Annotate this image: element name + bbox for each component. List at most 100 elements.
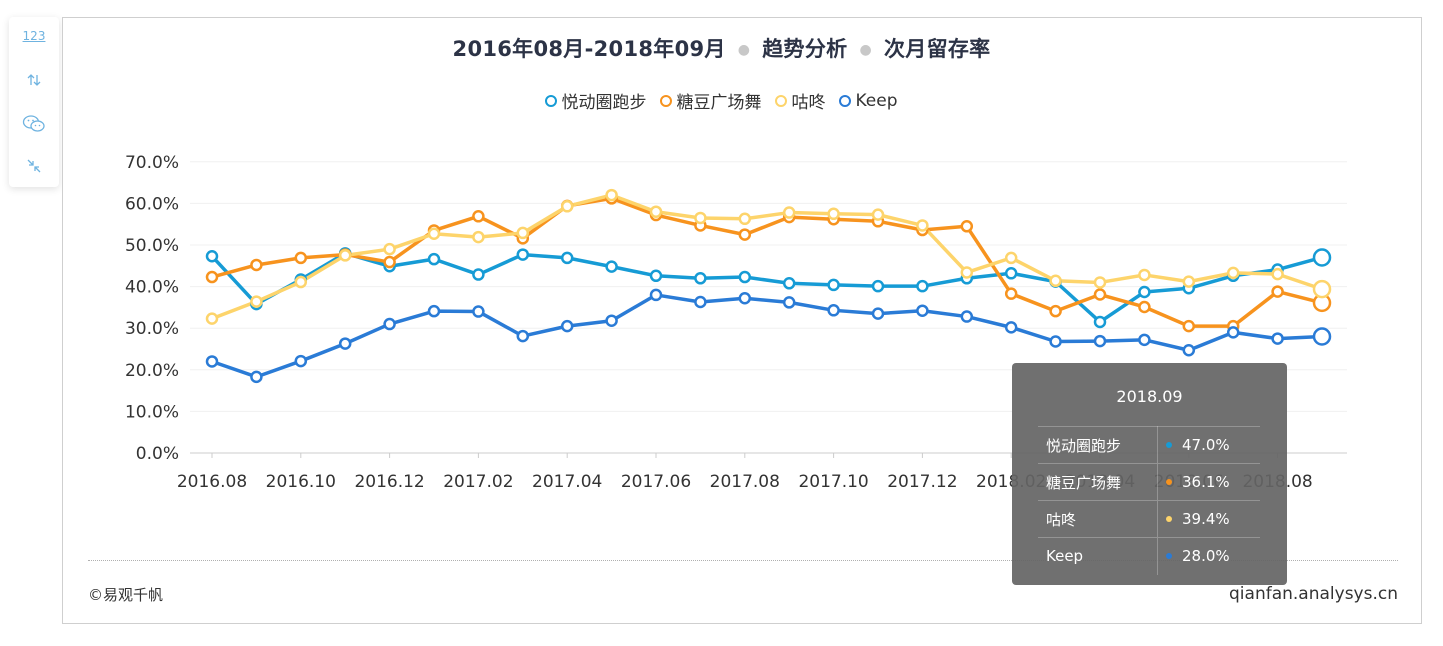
data-point: [472, 305, 485, 318]
data-point: [1138, 285, 1151, 299]
data-point: [738, 291, 752, 305]
data-point: [605, 188, 618, 202]
footer-divider: [88, 560, 1398, 561]
data-point: [1138, 333, 1151, 347]
data-point: [383, 255, 396, 269]
data-point: [560, 319, 574, 333]
x-tick-label: 2016.08: [177, 472, 247, 492]
data-point: [605, 260, 618, 273]
data-point: [738, 212, 752, 226]
tooltip-value-cell: 47.0%: [1157, 426, 1260, 464]
title-metric: 次月留存率: [883, 37, 991, 61]
legend-marker-icon: [660, 94, 673, 107]
tooltip-color-dot-icon: [1166, 442, 1172, 448]
data-point: [205, 312, 219, 325]
tooltip-row: 悦动圈跑步 47.0%: [1038, 426, 1260, 464]
wechat-icon[interactable]: [9, 109, 59, 139]
data-point: [916, 304, 929, 317]
x-tick-label: 2017.04: [532, 472, 602, 492]
data-point: [250, 295, 263, 308]
data-point: [871, 279, 885, 293]
x-tick-label: 2017.10: [798, 472, 868, 492]
data-point: [1226, 326, 1240, 339]
tooltip-table: 悦动圈跑步 47.0% 糖豆广场舞 36.1% 咕咚 39.4% Keep 28.0%: [1038, 426, 1260, 575]
title-separator: ●: [737, 42, 751, 58]
data-point: [871, 307, 885, 320]
title-section: 趋势分析: [762, 37, 848, 61]
title-separator: ●: [859, 42, 872, 58]
data-point: [1004, 251, 1018, 265]
sort-icon[interactable]: [9, 65, 59, 95]
data-point: [782, 277, 796, 290]
data-point: [205, 249, 219, 263]
data-point: [694, 295, 707, 309]
tooltip-color-dot-icon: [1166, 479, 1172, 485]
data-point: [560, 200, 574, 213]
data-point: [960, 310, 974, 323]
tooltip-series-name: Keep: [1038, 537, 1158, 575]
data-point: [383, 317, 396, 331]
tooltip-title: 2018.09: [1116, 387, 1183, 406]
legend-marker-icon: [839, 94, 852, 107]
tooltip-row: 糖豆广场舞 36.1%: [1038, 463, 1260, 501]
series-line: [211, 293, 1323, 379]
data-point: [1004, 267, 1018, 280]
data-point: [738, 270, 752, 284]
x-tick-label: 2016.10: [266, 472, 336, 492]
y-tick-label: 10.0%: [125, 402, 179, 422]
legend-item[interactable]: 悦动圈跑步: [545, 88, 646, 113]
tooltip-value: 36.1%: [1182, 473, 1230, 491]
data-point: [205, 270, 219, 284]
y-tick-label: 60.0%: [125, 194, 179, 214]
data-point: [916, 219, 929, 232]
copyright-text: ©易观千帆: [88, 586, 164, 604]
data-point: [1004, 287, 1018, 300]
data-point: [1049, 304, 1062, 318]
collapse-icon[interactable]: [9, 151, 59, 181]
data-view-button[interactable]: 123: [22, 29, 46, 43]
data-point: [472, 268, 485, 281]
x-tick-label: 2017.12: [887, 472, 957, 492]
data-point: [605, 314, 618, 327]
data-point: [250, 370, 263, 384]
data-point: [960, 266, 974, 279]
site-url: qianfan.analysys.cn: [1229, 584, 1398, 604]
data-point: [1182, 319, 1196, 333]
data-point: [294, 251, 308, 265]
data-point: [1271, 285, 1284, 298]
tooltip-value-cell: 36.1%: [1157, 463, 1260, 501]
legend-item[interactable]: 糖豆广场舞: [660, 88, 761, 113]
data-point: [472, 230, 485, 244]
y-tick-label: 50.0%: [125, 236, 179, 256]
data-point: [516, 248, 530, 261]
data-point: [1312, 279, 1332, 299]
y-tick-label: 70.0%: [125, 153, 179, 173]
tooltip-color-dot-icon: [1166, 553, 1172, 560]
chart-legend: 悦动圈跑步 糖豆广场舞 咕咚 Keep: [0, 88, 1443, 113]
legend-marker-icon: [775, 94, 788, 107]
legend-item[interactable]: Keep: [839, 88, 898, 113]
tooltip-value: 39.4%: [1182, 510, 1230, 528]
tooltip-value-cell: 28.0%: [1157, 537, 1260, 575]
data-point: [1226, 266, 1240, 280]
data-point: [1271, 267, 1284, 281]
data-point: [1182, 275, 1196, 288]
data-point: [1004, 321, 1018, 334]
tooltip-series-name: 糖豆广场舞: [1038, 463, 1158, 501]
data-point: [205, 355, 219, 368]
data-point: [1049, 274, 1062, 288]
data-point: [1093, 315, 1107, 329]
data-point: [294, 354, 308, 368]
legend-label: Keep: [855, 90, 898, 111]
x-tick-label: 2016.12: [354, 472, 424, 492]
y-tick-label: 30.0%: [125, 319, 179, 339]
data-point: [827, 278, 840, 292]
title-range: 2016年08月-2018年09月: [452, 37, 726, 61]
data-point: [1271, 332, 1284, 345]
series-line: [210, 251, 1323, 324]
data-point: [782, 206, 796, 219]
legend-item[interactable]: 咕咚: [775, 88, 825, 113]
data-point: [472, 210, 485, 223]
legend-label: 糖豆广场舞: [676, 93, 762, 113]
data-point: [649, 205, 663, 218]
